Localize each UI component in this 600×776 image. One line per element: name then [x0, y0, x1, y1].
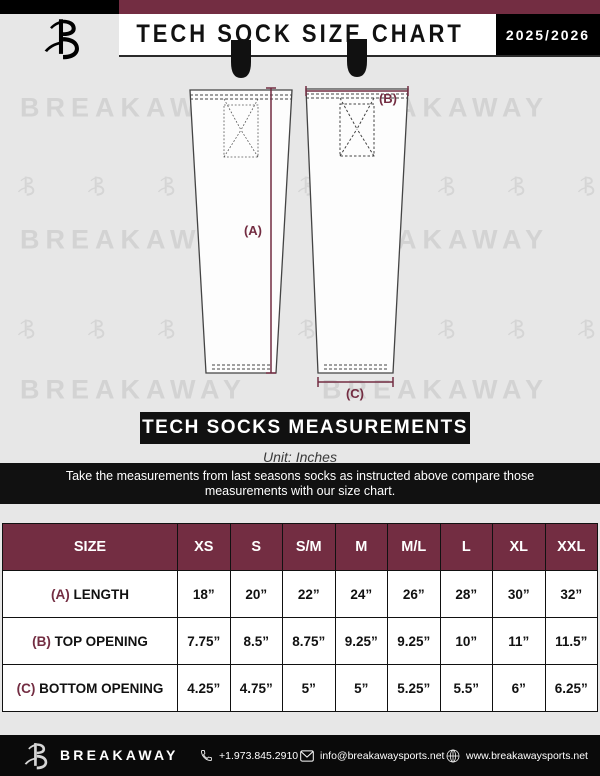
svg-text:(C): (C): [346, 386, 364, 401]
svg-text:(B): (B): [379, 91, 397, 106]
